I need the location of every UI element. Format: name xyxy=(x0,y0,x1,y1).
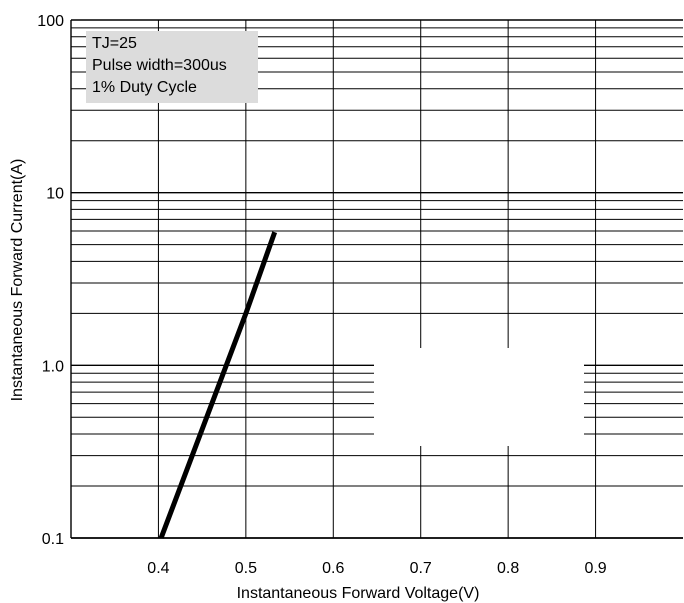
x-tick-label: 0.8 xyxy=(497,560,519,577)
y-tick-labels: 0.1 1.0 10 100 xyxy=(37,13,64,548)
minor-grid xyxy=(71,27,683,487)
annotation-line-duty-cycle: 1% Duty Cycle xyxy=(92,79,197,96)
series-line-0 xyxy=(158,231,278,539)
y-axis-title: Instantaneous Forward Current(A) xyxy=(9,159,26,402)
x-axis-title: Instantaneous Forward Voltage(V) xyxy=(237,585,480,602)
plot-background xyxy=(71,20,683,538)
x-tick-label: 0.9 xyxy=(584,560,606,577)
y-tick-label: 100 xyxy=(37,13,64,30)
x-tick-label: 0.6 xyxy=(322,560,344,577)
annotation-line-pulse-width: Pulse width=300us xyxy=(92,57,227,74)
y-tick-label: 10 xyxy=(46,186,64,203)
curve-layer xyxy=(158,231,278,539)
x-tick-label: 0.7 xyxy=(410,560,432,577)
x-tick-label: 0.5 xyxy=(235,560,257,577)
x-tick-labels: 0.4 0.5 0.6 0.7 0.8 0.9 xyxy=(147,560,606,577)
x-tick-label: 0.4 xyxy=(147,560,169,577)
annotation-line-tj: TJ=25 xyxy=(92,35,137,52)
y-tick-label: 0.1 xyxy=(42,531,64,548)
occlusion-patch xyxy=(374,348,584,446)
annotation-box: TJ=25 Pulse width=300us 1% Duty Cycle xyxy=(86,31,258,103)
y-tick-label: 1.0 xyxy=(42,358,64,375)
